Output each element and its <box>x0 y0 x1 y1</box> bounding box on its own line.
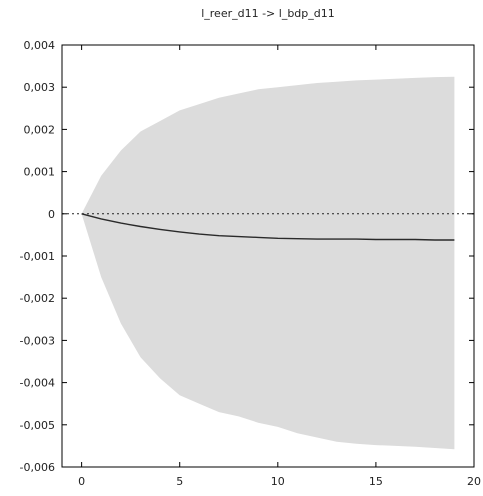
y-tick-label: -0,005 <box>20 419 55 432</box>
x-tick-label: 15 <box>369 475 383 488</box>
confidence-band <box>81 76 455 450</box>
y-tick-label: 0 <box>48 208 55 221</box>
y-tick-label: -0,001 <box>20 250 55 263</box>
y-tick-label: -0,006 <box>20 461 55 474</box>
chart-title: l_reer_d11 -> l_bdp_d11 <box>201 7 335 20</box>
x-tick-label: 5 <box>176 475 183 488</box>
y-tick-label: 0,002 <box>24 123 56 136</box>
y-tick-label: -0,004 <box>20 377 55 390</box>
y-tick-label: 0,004 <box>24 39 56 52</box>
x-tick-label: 10 <box>271 475 285 488</box>
y-tick-label: -0,003 <box>20 334 55 347</box>
x-tick-label: 0 <box>78 475 85 488</box>
x-tick-label: 20 <box>467 475 481 488</box>
y-tick-label: 0,003 <box>24 81 56 94</box>
response-line <box>81 213 455 241</box>
plot-area: 0,004 0,003 0,002 0,001 0 -0,001 -0,002 -0,003 -… <box>20 39 481 488</box>
y-tick-label: -0,002 <box>20 292 55 305</box>
y-tick-label: 0,001 <box>24 166 56 179</box>
